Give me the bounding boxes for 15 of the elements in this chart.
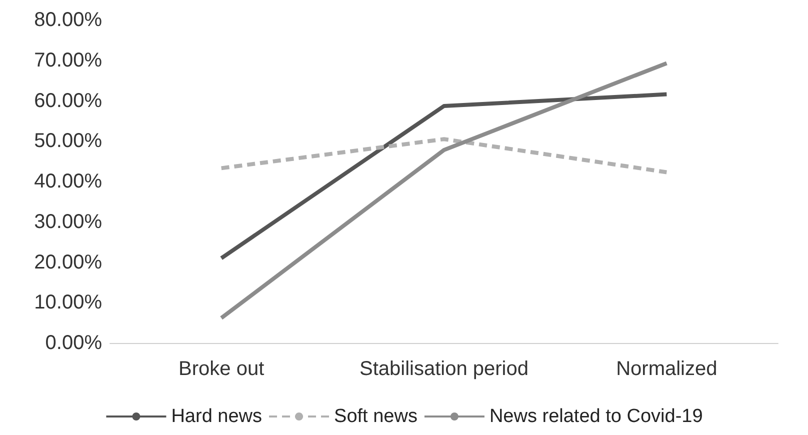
y-tick-label: 60.00% xyxy=(34,90,102,112)
y-tick-label: 0.00% xyxy=(45,332,102,354)
x-tick-label: Broke out xyxy=(178,358,265,380)
y-tick-label: 50.00% xyxy=(34,130,102,152)
y-tick-label: 80.00% xyxy=(34,9,102,31)
x-tick-label: Normalized xyxy=(616,358,718,380)
legend-label: Soft news xyxy=(334,406,418,427)
y-tick-label: 20.00% xyxy=(34,251,102,274)
y-tick-label: 30.00% xyxy=(34,210,102,233)
x-tick-label: Stabilisation period xyxy=(360,358,528,380)
y-tick-label: 70.00% xyxy=(34,49,102,72)
legend-label: News related to Covid-19 xyxy=(489,406,703,427)
legend-label: Hard news xyxy=(171,406,262,427)
y-tick-label: 40.00% xyxy=(34,170,102,192)
y-tick-label: 10.00% xyxy=(34,292,102,314)
